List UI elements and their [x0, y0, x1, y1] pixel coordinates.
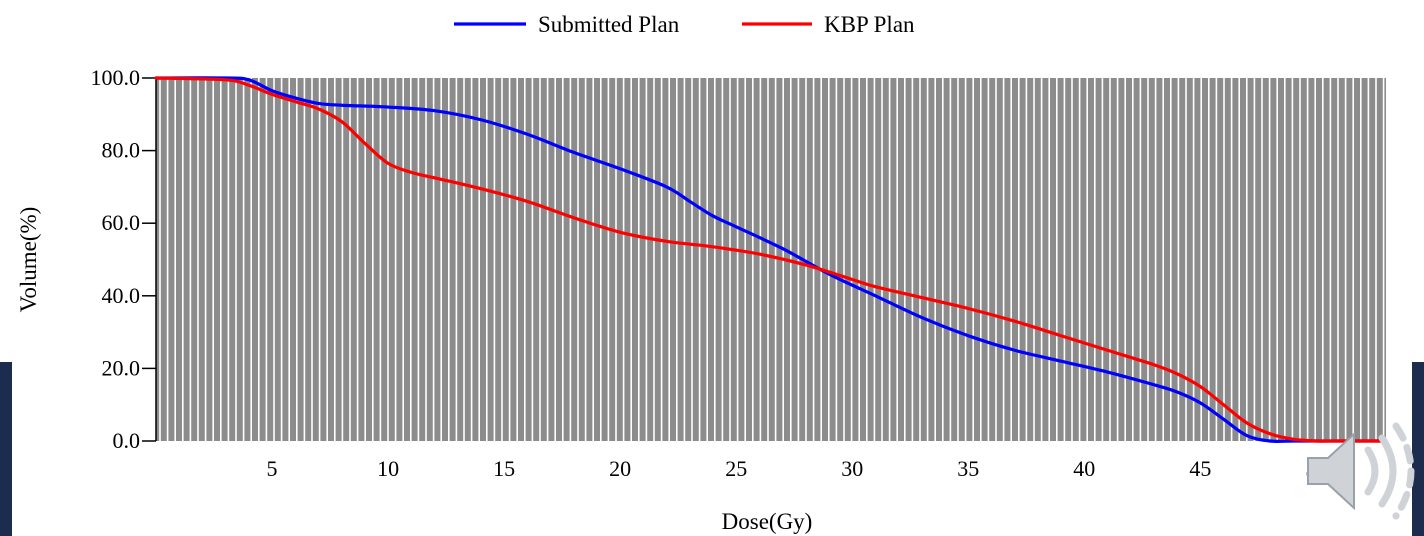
- tick-labels: 0.0 20.0 40.0 60.0 80.0 100.0 5 10 15 20 25 30 35 40 4…: [91, 65, 1328, 481]
- y-tick-label: 20.0: [102, 355, 141, 380]
- x-tick-label: 25: [725, 456, 747, 481]
- series-lines: [154, 76, 1388, 443]
- speaker-volume-icon[interactable]: [1302, 416, 1422, 526]
- x-tick-label: 20: [609, 456, 631, 481]
- x-tick-label: 30: [841, 456, 863, 481]
- y-tick-label: 40.0: [102, 283, 141, 308]
- x-tick-label: 35: [957, 456, 979, 481]
- legend-label-kbp-plan: KBP Plan: [824, 12, 915, 37]
- x-axis-label: Dose(Gy): [722, 509, 813, 534]
- x-tick-label: 10: [377, 456, 399, 481]
- series-line-submitted-plan: [154, 76, 1388, 443]
- y-tick-label: 100.0: [91, 65, 141, 90]
- legend-label-submitted-plan: Submitted Plan: [538, 12, 680, 37]
- x-tick-label: 40: [1073, 456, 1095, 481]
- slide-background-strip-right: [1412, 362, 1424, 536]
- legend: Submitted Plan KBP Plan: [454, 12, 915, 37]
- y-axis-label: Volume(%): [16, 207, 41, 313]
- y-tick-label: 0.0: [113, 428, 141, 453]
- series-line-kbp-plan: [154, 76, 1388, 443]
- x-tick-label: 45: [1189, 456, 1211, 481]
- slide-background-strip-left: [0, 362, 12, 536]
- y-tick-label: 60.0: [102, 210, 141, 235]
- y-tick-label: 80.0: [102, 138, 141, 163]
- x-tick-label: 15: [493, 456, 515, 481]
- x-tick-label: 5: [267, 456, 278, 481]
- grid-lines: [159, 78, 1385, 441]
